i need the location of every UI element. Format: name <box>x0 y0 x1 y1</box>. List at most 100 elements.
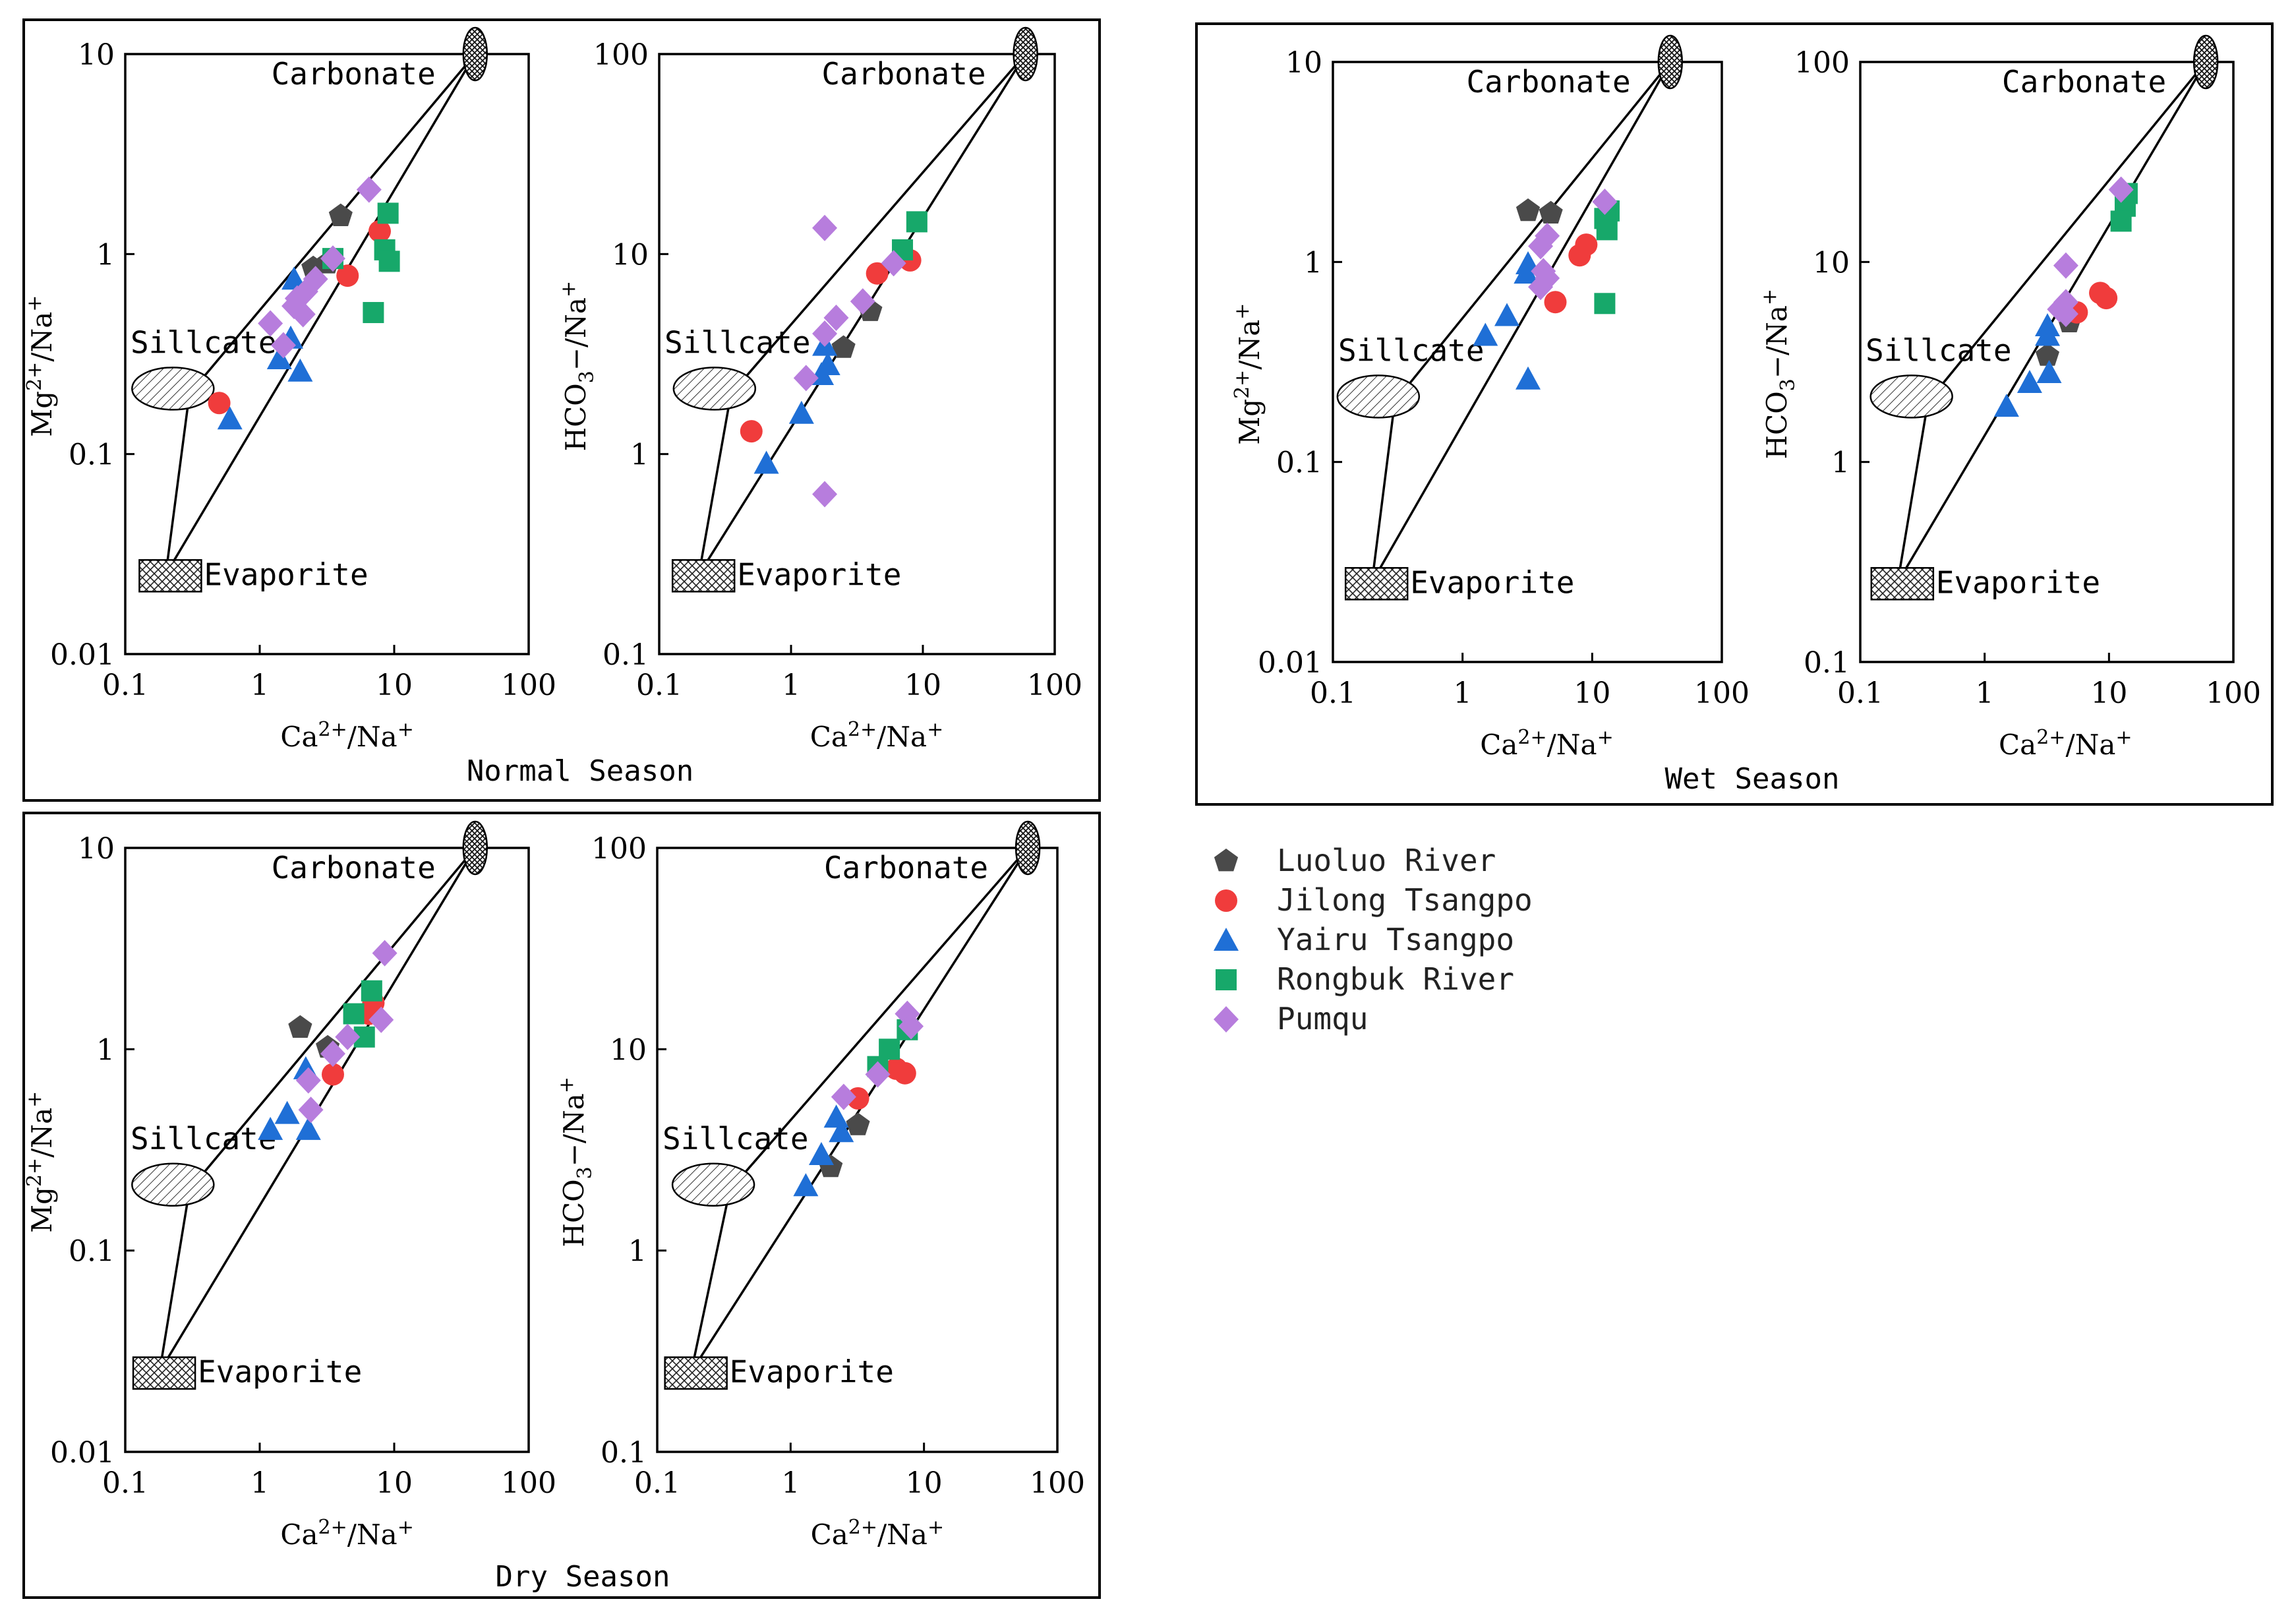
evaporite-label: Evaporite <box>198 1354 362 1389</box>
evaporite-endmember <box>1344 567 1409 601</box>
silicate-endmember <box>1869 375 1953 419</box>
y-tick-label: 0.01 <box>1258 646 1322 680</box>
x-axis-label: Ca2+/Na+ <box>1480 726 1614 761</box>
x-tick-label: 0.1 <box>1837 676 1883 710</box>
x-axis-label: Ca2+/Na+ <box>810 718 944 753</box>
carbonate-endmember <box>462 820 488 876</box>
point-pumqu <box>850 288 875 315</box>
x-tick-label: 0.1 <box>102 1466 148 1500</box>
carbonate-endmember <box>1015 820 1041 876</box>
carbonate-label: Carbonate <box>821 56 986 92</box>
point-yairu-tsangpo <box>829 1119 854 1143</box>
point-legend-jilong-tsangpo <box>1215 889 1237 912</box>
point-yairu-tsangpo <box>2036 360 2062 384</box>
evaporite-endmember <box>664 1356 728 1390</box>
point-luoluo-river <box>831 335 856 358</box>
evaporite-carbonate-line <box>164 53 477 576</box>
y-tick-label: 0.1 <box>69 1235 115 1269</box>
legend-label-pumqu: Pumqu <box>1277 1001 1368 1036</box>
x-tick-label: 100 <box>501 1466 556 1500</box>
silicate-endmember <box>1336 375 1421 419</box>
y-tick-label: 1 <box>630 438 649 472</box>
y-tick-label: 0.1 <box>1276 446 1322 480</box>
y-tick-label: 0.1 <box>603 638 649 672</box>
x-tick-label: 10 <box>376 1466 413 1500</box>
x-tick-label: 1 <box>781 1466 800 1500</box>
legend-label-rongbuk-river: Rongbuk River <box>1277 961 1514 997</box>
point-rongbuk-river <box>363 302 384 324</box>
point-jilong-tsangpo <box>866 262 889 285</box>
point-pumqu <box>320 245 345 272</box>
legend-marker-pumqu <box>1214 1006 1239 1033</box>
y-tick-label: 0.1 <box>69 438 115 472</box>
legend-item-jilong-tsangpo: Jilong Tsangpo <box>1215 882 1533 918</box>
carbonate-label: Carbonate <box>272 850 436 885</box>
y-tick-label: 10 <box>1813 246 1850 280</box>
point-yairu-tsangpo <box>2016 369 2042 393</box>
x-tick-label: 10 <box>376 669 413 702</box>
point-luoluo-river <box>2035 343 2059 366</box>
evaporite-label: Evaporite <box>1410 564 1574 600</box>
point-yairu-tsangpo <box>793 1173 819 1197</box>
point-pumqu <box>812 320 838 347</box>
point-luoluo-river <box>288 1015 312 1038</box>
point-jilong-tsangpo <box>846 1087 869 1110</box>
point-yairu-tsangpo <box>266 345 292 369</box>
plot-4: 0.1 1 10 1000.010.1110Ca2+/Na+Mg2+/Na+Carbo… <box>23 820 556 1551</box>
x-tick-label: 0.1 <box>634 1466 680 1500</box>
point-yairu-tsangpo <box>753 450 779 474</box>
panel-wet-season: Wet Season <box>1195 22 2274 806</box>
point-yairu-tsangpo <box>1494 303 1520 326</box>
legend-item-yairu-tsangpo: Yairu Tsangpo <box>1214 922 1514 957</box>
x-tick-label: 100 <box>2206 676 2261 710</box>
carbonate-endmember <box>1657 34 1683 90</box>
point-yairu-tsangpo <box>808 1141 834 1165</box>
legend-marker-jilong-tsangpo <box>1215 889 1237 912</box>
point-luoluo-river <box>328 203 353 226</box>
carbonate-endmember <box>1013 26 1038 82</box>
point-pumqu <box>320 1040 345 1067</box>
y-tick-label: 1 <box>628 1235 647 1269</box>
y-tick-label: 10 <box>78 38 115 72</box>
x-tick-label: 100 <box>1027 669 1082 702</box>
point-jilong-tsangpo <box>321 1063 344 1086</box>
y-axis-label: HCO3−/Na+ <box>1758 289 1800 460</box>
point-rongbuk-river <box>361 980 382 1002</box>
panel-frame-wet <box>1195 22 2274 806</box>
scatter-plots: 0.1 1 10 100 0.01 0.1 1 10 Ca2+/Na+ Mg2+/Na+ Carbo… <box>23 26 2261 1551</box>
carbonate-endmember <box>2193 34 2219 90</box>
x-tick-label: 1 <box>250 669 269 702</box>
point-rongbuk-river <box>1594 293 1616 315</box>
point-yairu-tsangpo <box>1514 260 1539 284</box>
x-axis-label: Ca2+/Na+ <box>280 718 414 753</box>
y-tick-label: 10 <box>1285 46 1322 80</box>
point-legend-yairu-tsangpo <box>1214 928 1239 951</box>
point-rongbuk-river <box>2110 210 2132 232</box>
point-yairu-tsangpo <box>1516 366 1541 390</box>
point-rongbuk-river <box>343 1003 365 1025</box>
point-yairu-tsangpo <box>281 266 307 290</box>
point-pumqu <box>368 1006 394 1033</box>
panel-normal-season: Normal Season <box>22 18 1101 802</box>
silicate-label: Sillcate <box>1338 332 1485 368</box>
y-tick-label: 1 <box>96 238 115 272</box>
legend-marker-luoluo-river <box>1214 849 1239 872</box>
carbonate-label: Carbonate <box>2002 64 2166 100</box>
point-yairu-tsangpo <box>788 400 814 424</box>
point-pumqu <box>270 332 296 359</box>
legend: Luoluo River Jilong Tsangpo Yairu Tsangp… <box>1214 843 1533 1036</box>
silicate-endmember <box>672 367 757 411</box>
y-tick-label: 10 <box>612 238 649 272</box>
point-pumqu <box>2053 301 2078 328</box>
y-axis-label: Mg2+/Na+ <box>1231 303 1266 445</box>
plot-frame <box>124 847 530 1453</box>
point-yairu-tsangpo <box>258 1116 283 1140</box>
point-pumqu <box>290 301 316 328</box>
carbonate-label: Carbonate <box>272 56 436 92</box>
point-jilong-tsangpo <box>1544 291 1567 314</box>
carbonate-endmember <box>462 26 488 82</box>
silicate-endmember <box>671 1162 755 1207</box>
season-label-wet: Wet Season <box>1665 762 1840 796</box>
point-pumqu <box>356 176 382 203</box>
